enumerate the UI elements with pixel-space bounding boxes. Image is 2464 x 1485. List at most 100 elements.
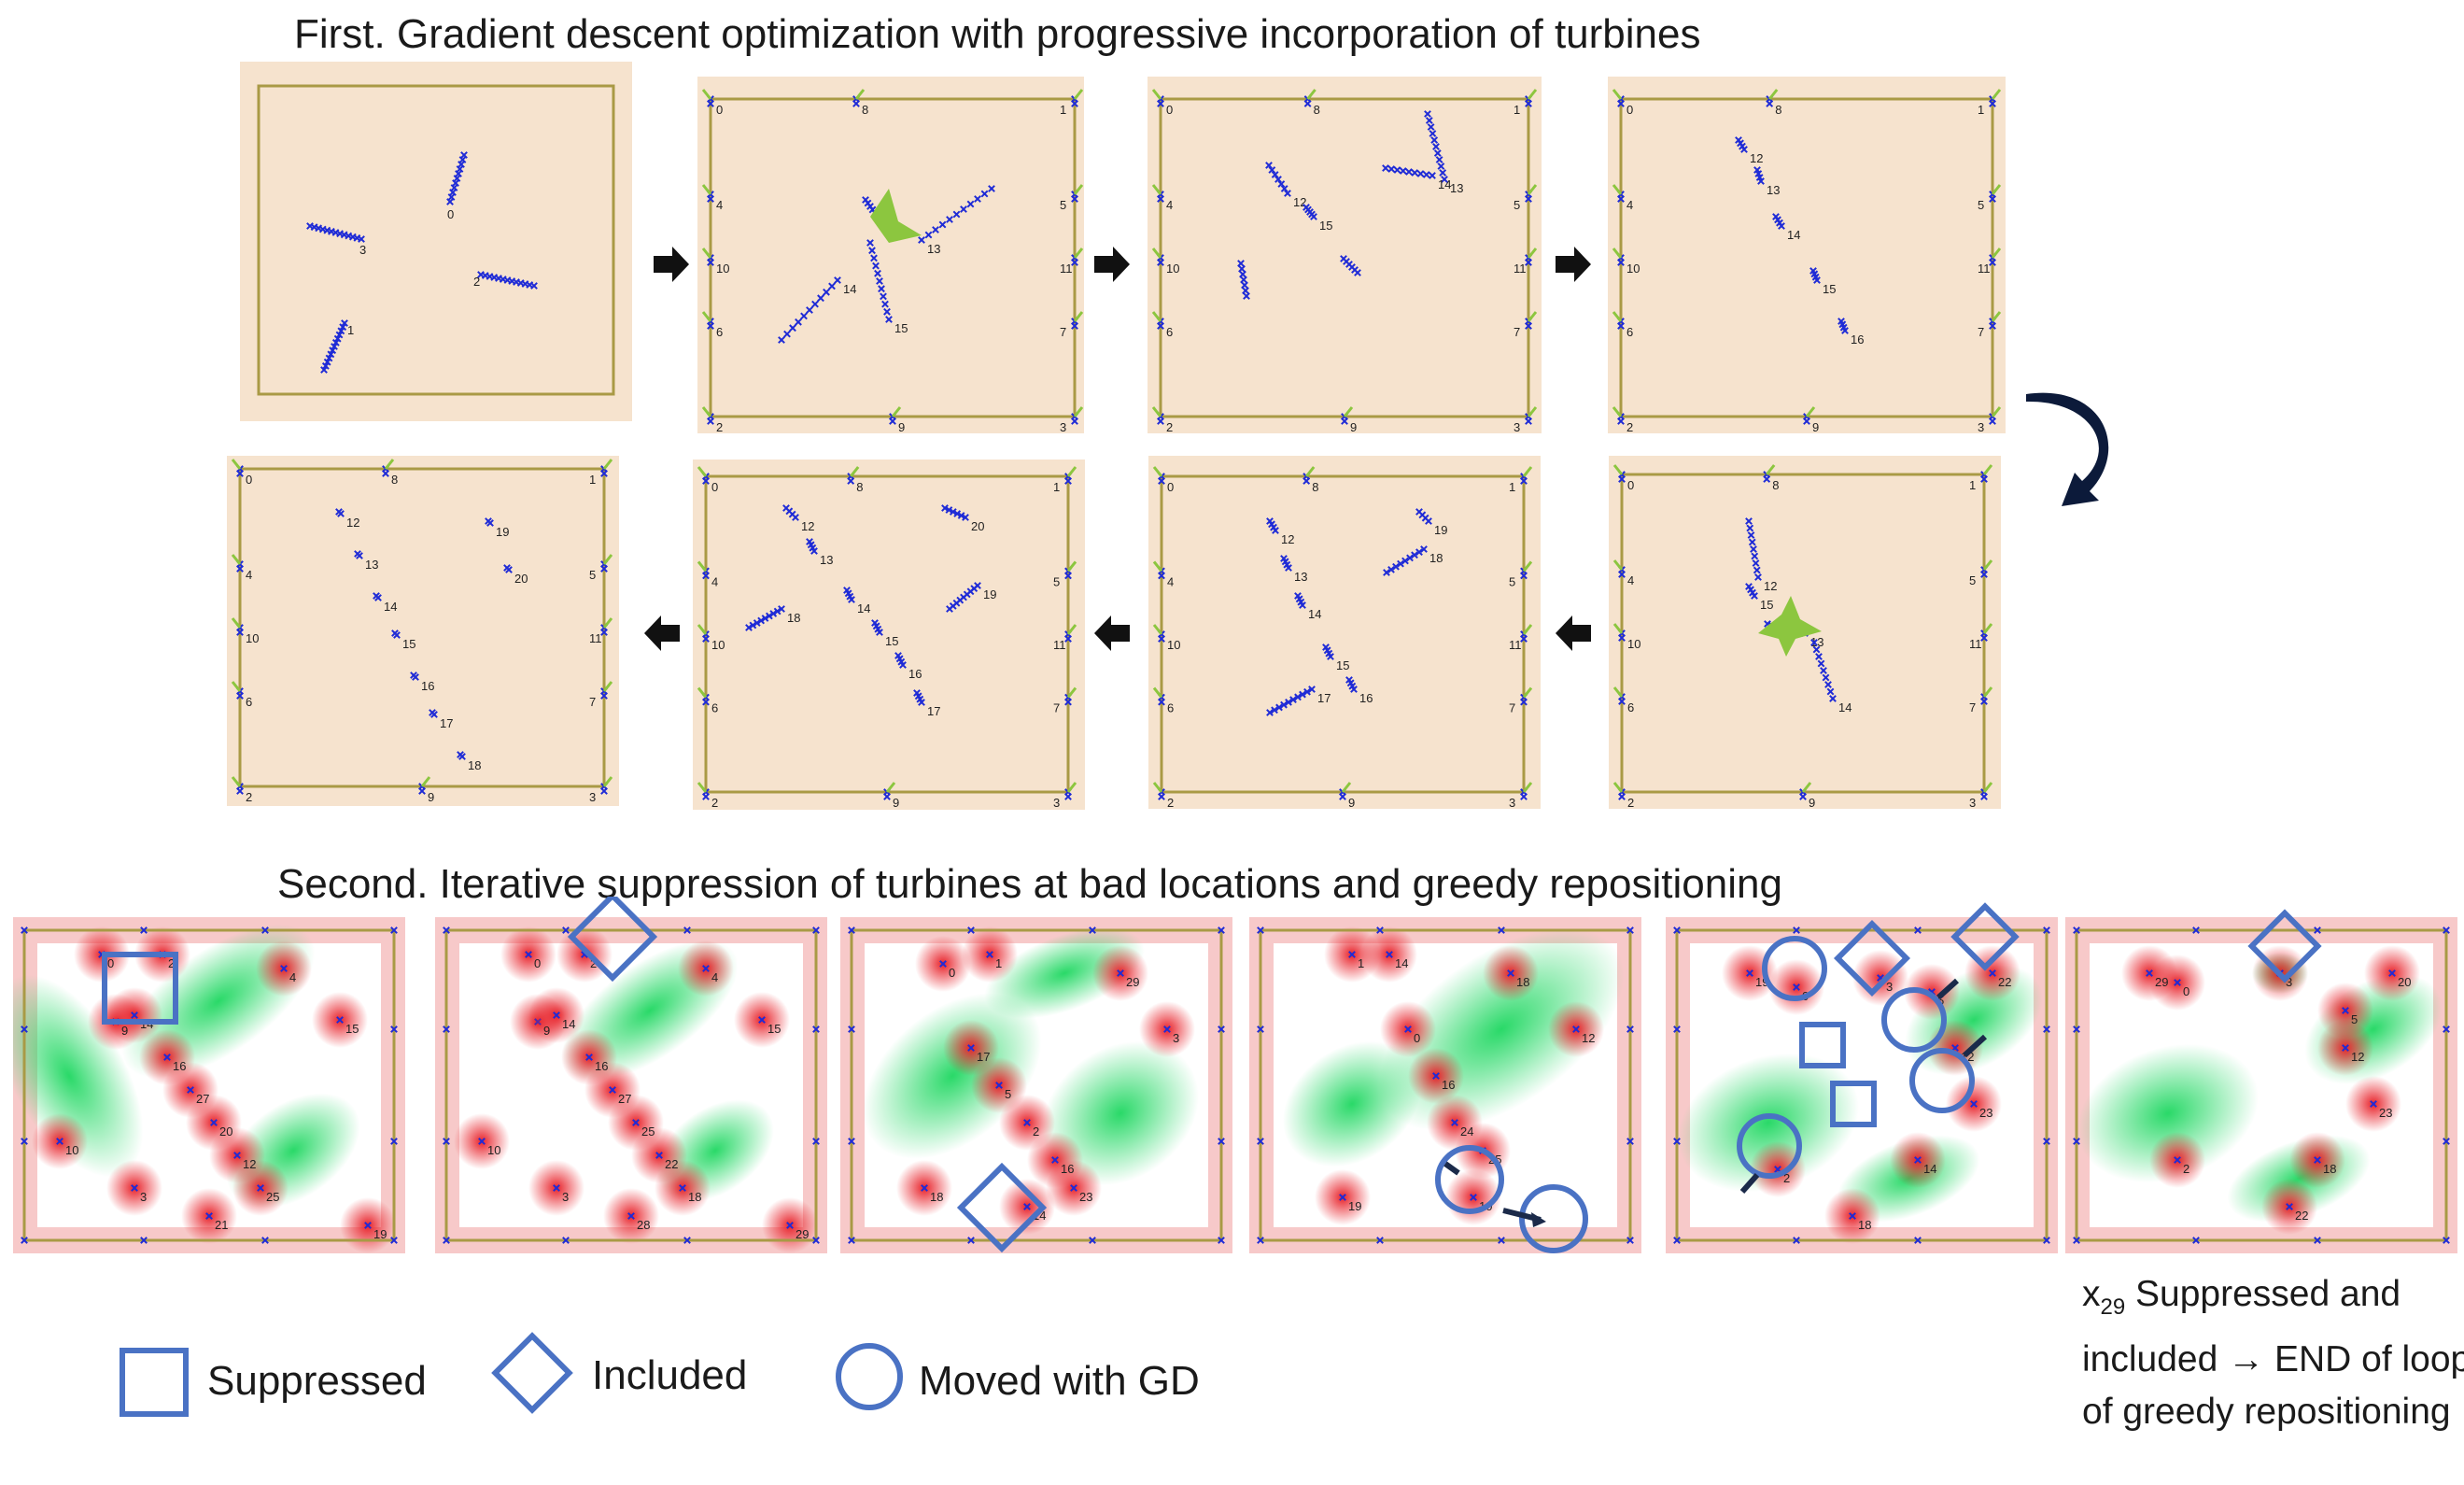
turbine-marker (765, 612, 773, 620)
legend-included-label: Included (592, 1352, 748, 1398)
end-note-prefix: x (2082, 1274, 2101, 1314)
turbine-marker (812, 926, 820, 934)
turbine-marker (870, 254, 878, 262)
turbine-marker (1303, 687, 1311, 696)
turbine-marker (187, 1086, 194, 1094)
legend-square-icon (120, 1348, 189, 1417)
turbine-marker (1257, 1138, 1264, 1145)
turbine-marker (600, 629, 608, 636)
turbine-marker (1989, 969, 1996, 977)
turbine-marker (1257, 926, 1264, 934)
turbine-marker (778, 336, 785, 344)
turbine-marker (1064, 572, 1072, 580)
turbine-label: 16 (1442, 1078, 1455, 1092)
turbine-label: 4 (1166, 198, 1173, 212)
turbine-marker (1673, 1237, 1681, 1244)
turbine-label: 1 (1978, 103, 1984, 117)
turbine-marker (1376, 926, 1384, 934)
turbine-marker (1525, 259, 1532, 266)
turbine-label: 5 (2351, 1012, 2358, 1026)
turbine-marker (1766, 100, 1774, 107)
favourable-zone (1042, 1040, 1199, 1186)
turbine-marker (848, 596, 855, 603)
turbine-marker (848, 1237, 855, 1244)
turbine-marker (1820, 667, 1827, 674)
turbine-marker (1525, 195, 1532, 203)
turbine-label: 12 (1582, 1031, 1595, 1045)
turbine-marker (1989, 100, 1996, 107)
turbine-marker (2043, 1138, 2050, 1145)
turbine-marker (1284, 190, 1291, 197)
turbine-label: 10 (1167, 638, 1180, 652)
turbine-marker (1420, 545, 1428, 553)
turbine-label: 11 (1514, 262, 1527, 276)
heatmap-svg: 0 2 4 15 9 10 3 28 29 14 16 27 25 22 18 (435, 917, 827, 1253)
turbine-marker (1747, 531, 1755, 539)
turbine-label: 5 (1509, 574, 1515, 588)
turbine-label: 5 (589, 568, 596, 582)
turbine-marker (600, 787, 608, 795)
turbine-label: 14 (384, 600, 397, 614)
turbine-marker (261, 926, 269, 934)
turbine-marker (1265, 162, 1273, 169)
turbine-label: 15 (402, 637, 415, 651)
turbine-marker (1989, 417, 1996, 425)
turbine-marker (390, 1138, 398, 1145)
turbine-marker (1989, 322, 1996, 330)
turbine-label: 13 (820, 553, 833, 567)
turbine-label: 10 (1626, 262, 1640, 276)
turbine-label: 4 (716, 198, 723, 212)
turbine-marker (337, 327, 345, 335)
turbine-marker (866, 239, 874, 247)
turbine-marker (327, 350, 335, 359)
favourable-zone (1282, 1040, 1422, 1167)
turbine-marker (1525, 100, 1532, 107)
turbine-label: 1 (347, 323, 354, 337)
turbine-marker (443, 1237, 450, 1244)
turbine-marker (562, 1237, 570, 1244)
turbine-label: 0 (1166, 103, 1173, 117)
turbine-label: 23 (1079, 1190, 1092, 1204)
turbine-label: 1 (995, 956, 1002, 970)
turbine-marker (921, 1184, 928, 1192)
turbine-label: 16 (908, 667, 922, 681)
turbine-marker (455, 170, 462, 177)
turbine-label: 1 (1514, 103, 1520, 117)
favourable-zone (13, 974, 144, 1178)
turbine-label: 7 (1053, 701, 1060, 715)
turbine-marker (812, 1138, 820, 1145)
turbine-label: 9 (543, 1024, 550, 1038)
turbine-marker (2073, 1025, 2080, 1033)
gradient-arrow (1527, 184, 1538, 195)
turbine-label: 9 (893, 796, 899, 810)
included-diamond-marker (1833, 919, 1911, 997)
turbine-label: 22 (1998, 975, 2011, 989)
turbine-marker (2192, 926, 2200, 934)
turbine-marker (1348, 951, 1356, 958)
turbine-marker (443, 1025, 450, 1033)
turbine-marker (753, 619, 761, 627)
turbine-marker (974, 195, 981, 203)
turbine-label: 16 (1851, 332, 1864, 346)
turbine-marker (1243, 292, 1250, 300)
gradient-arrow (602, 617, 613, 629)
turbine-label: 2 (1627, 796, 1634, 809)
turbine-marker (1989, 195, 1996, 203)
gradient-arrow (602, 554, 613, 565)
gradient-arrow (1982, 559, 1993, 571)
turbine-marker (1341, 417, 1348, 425)
turbine-label: 11 (1053, 638, 1066, 652)
turbine-marker (1763, 475, 1771, 483)
heatmap-step-6: 0 3 5 12 23 2 18 22 29 20 (2065, 917, 2457, 1253)
turbine-label: 15 (1336, 658, 1349, 672)
gradient-arrow (231, 776, 242, 787)
turbine-marker (800, 312, 808, 320)
end-note-text: Suppressed and included → END of loop of… (2082, 1274, 2464, 1432)
turbine-label: 20 (971, 519, 984, 533)
turbine-marker (1914, 1237, 1922, 1244)
turbine-label: 6 (711, 701, 718, 715)
turbine-label: 9 (1812, 420, 1819, 433)
turbine-label: 4 (711, 970, 718, 984)
turbine-marker (1626, 1025, 1634, 1033)
turbine-marker (2388, 969, 2396, 977)
